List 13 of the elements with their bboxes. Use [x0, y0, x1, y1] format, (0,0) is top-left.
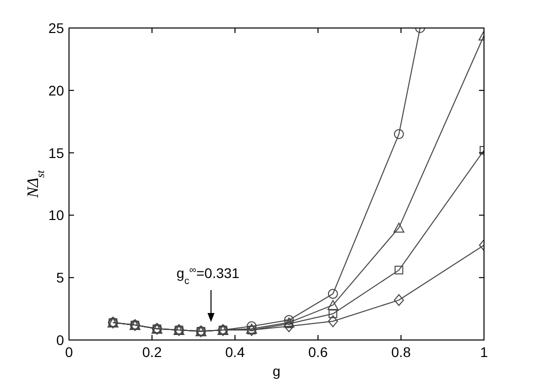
x-axis-title: g: [272, 363, 280, 379]
y-tick-label: 10: [48, 207, 64, 224]
y-tick-label: 0: [56, 332, 64, 348]
y-tick-label: 15: [48, 144, 64, 161]
x-tick-label: 0.2: [142, 344, 162, 360]
x-tick-label: 0.6: [308, 344, 328, 360]
x-tick-label: 0.8: [391, 344, 411, 360]
annotation: g$_{c}$$^{∞}$=0.331: [176, 264, 240, 286]
y-tick-label: 5: [56, 270, 64, 286]
y-tick-label: 25: [48, 20, 64, 36]
x-tick-label: 1: [480, 344, 488, 360]
x-tick-label: 0.4: [225, 344, 245, 360]
y-tick-label: 20: [48, 82, 64, 98]
